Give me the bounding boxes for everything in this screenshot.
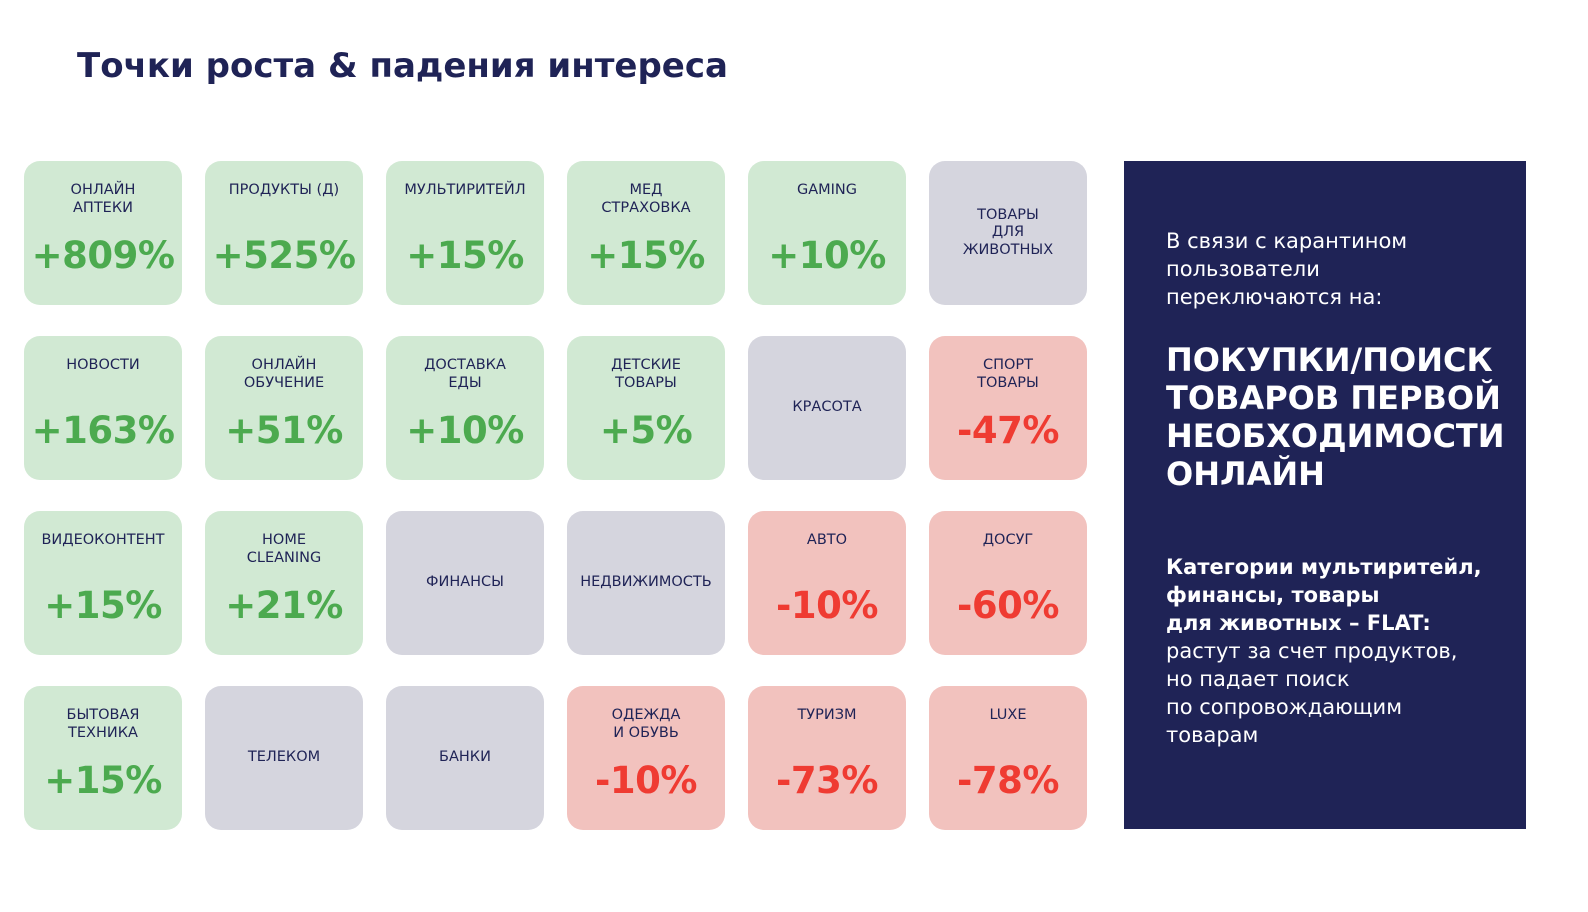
category-tile: ВИДЕОКОНТЕНТ +15%	[24, 511, 182, 655]
summary-panel: В связи с карантином пользователи перекл…	[1124, 161, 1526, 829]
category-change-value: -10%	[776, 584, 878, 627]
category-change-value: +15%	[44, 584, 162, 627]
category-label: ФИНАНСЫ	[426, 574, 504, 591]
category-tile: ФИНАНСЫ	[386, 511, 544, 655]
category-label: АВТО	[806, 532, 848, 548]
category-tile: GAMING +10%	[748, 161, 906, 305]
category-label: ВИДЕОКОНТЕНТ	[41, 532, 165, 548]
category-change-value: -78%	[957, 759, 1059, 802]
panel-note-strong: Категории мультиритейл, финансы, товары …	[1166, 555, 1482, 635]
category-change-value: +15%	[44, 759, 162, 802]
category-tile: ОНЛАЙН АПТЕКИ +809%	[24, 161, 182, 305]
category-change-value: +15%	[406, 234, 524, 277]
category-label: ДОСУГ	[982, 532, 1034, 548]
category-tile: ТЕЛЕКОМ	[205, 686, 363, 830]
panel-intro: В связи с карантином пользователи перекл…	[1166, 229, 1408, 309]
category-tile: ДОСТАВКА ЕДЫ +10%	[386, 336, 544, 480]
category-tile: ОДЕЖДА И ОБУВЬ -10%	[567, 686, 725, 830]
category-label: КРАСОТА	[792, 399, 862, 416]
panel-headline: ПОКУПКИ/ПОИСК ТОВАРОВ ПЕРВОЙ НЕОБХОДИМОС…	[1166, 341, 1505, 493]
category-change-value: -73%	[776, 759, 878, 802]
category-label: ДЕТСКИЕ ТОВАРЫ	[611, 357, 681, 391]
category-change-value: +21%	[225, 584, 343, 627]
category-change-value: +15%	[587, 234, 705, 277]
category-label: ОДЕЖДА И ОБУВЬ	[611, 707, 681, 741]
category-tile: АВТО -10%	[748, 511, 906, 655]
category-label: ТОВАРЫ ДЛЯ ЖИВОТНЫХ	[962, 206, 1054, 258]
category-label: ПРОДУКТЫ (Д)	[228, 182, 340, 198]
category-tile: МУЛЬТИРИТЕЙЛ +15%	[386, 161, 544, 305]
category-label: ДОСТАВКА ЕДЫ	[424, 357, 506, 391]
category-tile: НЕДВИЖИМОСТЬ	[567, 511, 725, 655]
category-label: ТУРИЗМ	[797, 707, 857, 723]
category-change-value: +5%	[599, 409, 693, 452]
category-change-value: -47%	[957, 409, 1059, 452]
category-change-value: -10%	[595, 759, 697, 802]
category-tile: КРАСОТА	[748, 336, 906, 480]
category-label: ТЕЛЕКОМ	[247, 749, 321, 766]
category-tile: БАНКИ	[386, 686, 544, 830]
category-tile: ПРОДУКТЫ (Д) +525%	[205, 161, 363, 305]
category-grid: ОНЛАЙН АПТЕКИ +809% ПРОДУКТЫ (Д) +525% МУЛЬТ…	[24, 161, 1087, 830]
category-tile: HOME CLEANING +21%	[205, 511, 363, 655]
category-change-value: +525%	[212, 234, 356, 277]
category-label: GAMING	[796, 182, 858, 198]
panel-note: Категории мультиритейл, финансы, товары …	[1166, 553, 1506, 749]
category-label: СПОРТ ТОВАРЫ	[977, 357, 1039, 391]
category-label: ОНЛАЙН ОБУЧЕНИЕ	[243, 357, 325, 391]
category-tile: ТУРИЗМ -73%	[748, 686, 906, 830]
category-label: LUXE	[989, 707, 1027, 723]
category-change-value: -60%	[957, 584, 1059, 627]
category-label: НЕДВИЖИМОСТЬ	[580, 574, 712, 591]
category-tile: ОНЛАЙН ОБУЧЕНИЕ +51%	[205, 336, 363, 480]
category-change-value: +809%	[31, 234, 175, 277]
category-tile: СПОРТ ТОВАРЫ -47%	[929, 336, 1087, 480]
category-tile: ДОСУГ -60%	[929, 511, 1087, 655]
category-change-value: +10%	[768, 234, 886, 277]
page-title: Точки роста & падения интереса	[77, 46, 728, 86]
category-label: НОВОСТИ	[66, 357, 140, 373]
category-label: ОНЛАЙН АПТЕКИ	[70, 182, 136, 216]
category-tile: НОВОСТИ +163%	[24, 336, 182, 480]
category-tile: ДЕТСКИЕ ТОВАРЫ +5%	[567, 336, 725, 480]
category-tile: LUXE -78%	[929, 686, 1087, 830]
category-label: БЫТОВАЯ ТЕХНИКА	[66, 707, 140, 741]
category-label: БАНКИ	[439, 749, 491, 766]
category-label: HOME CLEANING	[246, 532, 322, 566]
category-tile: ТОВАРЫ ДЛЯ ЖИВОТНЫХ	[929, 161, 1087, 305]
category-change-value: +163%	[31, 409, 175, 452]
category-label: МУЛЬТИРИТЕЙЛ	[404, 182, 526, 198]
category-change-value: +51%	[225, 409, 343, 452]
category-label: МЕД СТРАХОВКА	[601, 182, 691, 216]
category-tile: МЕД СТРАХОВКА +15%	[567, 161, 725, 305]
panel-note-rest: растут за счет продуктов, но падает поис…	[1166, 639, 1458, 747]
category-change-value: +10%	[406, 409, 524, 452]
category-tile: БЫТОВАЯ ТЕХНИКА +15%	[24, 686, 182, 830]
